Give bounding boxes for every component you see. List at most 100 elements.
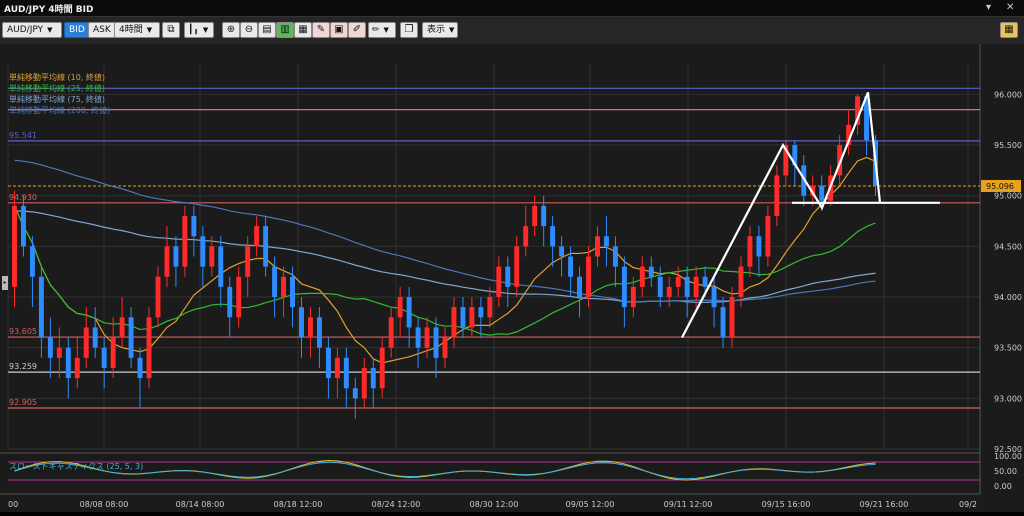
osc-tick-label: 100.00 [994, 452, 1022, 461]
timeframe-select[interactable]: 4時間 ▼ [114, 22, 160, 38]
candle [496, 266, 502, 298]
candle [146, 317, 152, 379]
y-tick-label: 94.500 [994, 242, 1022, 251]
candle [541, 205, 547, 227]
candle [92, 327, 98, 348]
bid-button[interactable]: BID [64, 22, 90, 38]
candle [397, 297, 403, 318]
candle [612, 246, 618, 267]
window-icon[interactable]: ❐ [400, 22, 418, 38]
horizontal-line-label: 93.259 [9, 362, 37, 371]
layout-split-icon[interactable]: ▥ [276, 22, 294, 38]
chevron-down-icon: ▼ [202, 26, 209, 34]
ask-button[interactable]: ASK [88, 22, 116, 38]
stoch-d-line [14, 461, 876, 480]
candle [20, 205, 26, 247]
symbol-select[interactable]: AUD/JPY ▼ [2, 22, 62, 38]
candle [487, 297, 493, 318]
side-panel-handle[interactable]: ▸ [2, 276, 8, 290]
candle [532, 205, 538, 227]
candle [693, 276, 699, 298]
window-titlebar[interactable]: AUD/JPY 4時間 BID ▾ ✕ [0, 0, 1024, 17]
candle [720, 307, 726, 338]
candle [630, 286, 636, 308]
zoom-out-icon[interactable]: ⊖ [240, 22, 258, 38]
candle [756, 236, 762, 257]
candle [675, 276, 681, 287]
drawing-tools-select[interactable]: ✏ ▼ [368, 22, 396, 38]
candle [379, 347, 385, 389]
chart-type-select[interactable]: ┃╻ ▼ [184, 22, 214, 38]
layout-wide-icon[interactable]: ▦ [294, 22, 312, 38]
screenshot-icon[interactable]: ▣ [330, 22, 348, 38]
candle [684, 276, 690, 298]
candle [702, 276, 708, 287]
candle [254, 226, 260, 247]
candle [119, 317, 125, 338]
candle [765, 215, 771, 257]
candle [550, 226, 556, 247]
x-tick-label: 09/11 12:00 [664, 500, 713, 509]
candle [415, 327, 421, 348]
candle [523, 226, 529, 247]
y-tick-label: 95.000 [994, 192, 1022, 201]
indicator-legend: 単純移動平均線 (25, 終値) [9, 83, 105, 93]
indicator-legend: 単純移動平均線 (75, 終値) [9, 94, 105, 104]
grid-icon[interactable]: ▦ [1000, 22, 1018, 38]
layout-icon[interactable]: ▤ [258, 22, 276, 38]
candle [648, 266, 654, 277]
candle [577, 276, 583, 298]
candle [325, 347, 331, 379]
close-icon[interactable]: ✕ [1006, 2, 1015, 13]
y-tick-label: 93.000 [994, 394, 1022, 403]
candle [639, 266, 645, 287]
candle [83, 327, 89, 358]
candle [38, 276, 44, 338]
candle [388, 317, 394, 348]
candlestick-icon: ┃╻ [188, 25, 199, 35]
candle [227, 286, 233, 318]
candle [460, 307, 466, 328]
chevron-down-icon: ▼ [449, 26, 455, 34]
candle [361, 367, 367, 399]
candle [281, 276, 287, 298]
candle [263, 226, 269, 267]
copy-icon[interactable]: ⧉ [162, 22, 180, 38]
candle [864, 96, 870, 140]
candle [200, 236, 206, 267]
candle [334, 357, 340, 379]
candle [855, 96, 861, 125]
draw-icon[interactable]: ✎ [312, 22, 330, 38]
candle [164, 246, 170, 277]
candle [657, 276, 663, 298]
x-tick-label: 08/30 12:00 [470, 500, 519, 509]
display-menu[interactable]: 表示 ▼ [422, 22, 458, 38]
current-price-badge [981, 179, 1021, 192]
chevron-down-icon: ▼ [146, 26, 153, 34]
zoom-in-icon[interactable]: ⊕ [222, 22, 240, 38]
osc-tick-label: 0.00 [994, 482, 1012, 491]
candle [711, 286, 717, 308]
candle [792, 145, 798, 166]
candle [56, 347, 62, 358]
draw-pen-icon[interactable]: ✐ [348, 22, 366, 38]
y-tick-label: 96.000 [994, 90, 1022, 99]
oscillator-legend: スローストキャスティクス (25, 5, 3) [9, 462, 143, 471]
chevron-down-icon[interactable]: ▾ [986, 2, 992, 13]
candle [191, 215, 197, 237]
symbol-value: AUD/JPY [7, 25, 44, 35]
candle [218, 246, 224, 287]
candle [74, 357, 80, 379]
candle [245, 246, 251, 277]
candle [343, 357, 349, 389]
current-price-label: 95.096 [986, 182, 1014, 191]
candle [182, 215, 188, 267]
candle [595, 236, 600, 257]
y-tick-label: 94.000 [994, 293, 1022, 302]
candle [299, 307, 304, 338]
candle [846, 124, 852, 146]
window-title: AUD/JPY 4時間 BID [4, 5, 94, 15]
